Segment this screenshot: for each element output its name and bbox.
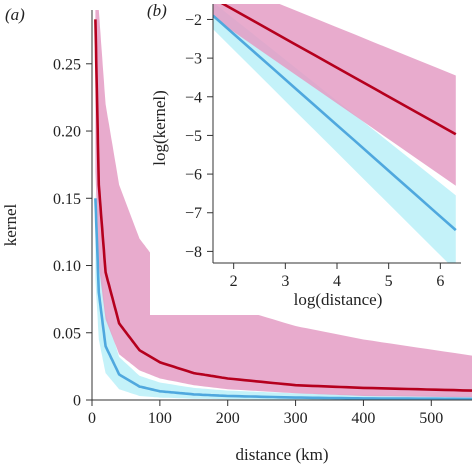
panel-b-x-tick-label: 3 xyxy=(281,273,289,290)
panel-a-band-1 xyxy=(95,191,472,400)
panel-a-x-tick-label: 0 xyxy=(88,410,96,427)
panel-a-y-axis-label: kernel xyxy=(1,203,20,246)
panel-b-y-axis-label: log(kernel) xyxy=(150,90,169,166)
panel-b-y-tick-label: −4 xyxy=(185,89,202,106)
panel-a-y-tick-label: 0.10 xyxy=(53,258,81,275)
panel-b-x-axis-label: log(distance) xyxy=(294,290,383,309)
panel-b-x-tick-label: 4 xyxy=(333,273,341,290)
panel-b-y-tick-label: −7 xyxy=(185,205,202,222)
panel-a-x-tick-label: 300 xyxy=(284,410,308,427)
panel-b-y-tick-label: −5 xyxy=(185,128,202,145)
panel-a-y-tick-label: 0.05 xyxy=(53,325,81,342)
panel-b-y-tick-label: −2 xyxy=(185,12,202,29)
panel-a-x-tick-label: 400 xyxy=(351,410,375,427)
panel-a-y-tick-label: 0.20 xyxy=(53,124,81,141)
panel-a-line-1 xyxy=(94,198,472,400)
panel-b-y-tick-label: −8 xyxy=(185,244,202,261)
panel-b-axes: 2 3 4 5 6 −8 −7 −6 −5 −4 −3 −2 xyxy=(185,4,461,290)
panel-b-y-tick-label: −6 xyxy=(185,167,202,184)
panel-b-inset-plot: 2 3 4 5 6 −8 −7 −6 −5 −4 −3 −2 (b) log(distance) lo… xyxy=(147,0,476,315)
panel-a-x-tick-label: 500 xyxy=(419,410,443,427)
panel-a-x-axis-label: distance (km) xyxy=(236,445,329,464)
panel-a-y-tick-label: 0.25 xyxy=(53,56,81,73)
panel-b-x-tick-label: 5 xyxy=(385,273,393,290)
panel-a-series-lines xyxy=(94,19,472,400)
panel-b-line-1 xyxy=(213,14,457,232)
panel-b-label: (b) xyxy=(147,1,167,20)
panel-b-x-tick-label: 2 xyxy=(230,273,238,290)
panel-a-axes: 0 100 200 300 400 500 0 0.05 0.10 0.15 0.20 0.25 xyxy=(53,10,472,427)
panel-a-y-tick-label: 0 xyxy=(73,393,81,410)
panel-a-x-tick-label: 200 xyxy=(216,410,240,427)
panel-a-label: (a) xyxy=(5,5,25,24)
panel-b-y-tick-label: −3 xyxy=(185,51,202,68)
panel-a-line-0 xyxy=(94,19,472,392)
panel-b-band-0 xyxy=(213,4,456,186)
panel-a-x-tick-label: 100 xyxy=(148,410,172,427)
panel-b-x-tick-label: 6 xyxy=(436,273,444,290)
panel-a-y-tick-label: 0.15 xyxy=(53,191,81,208)
panel-b-series-lines xyxy=(213,4,457,232)
panel-b-line-0 xyxy=(220,4,457,136)
